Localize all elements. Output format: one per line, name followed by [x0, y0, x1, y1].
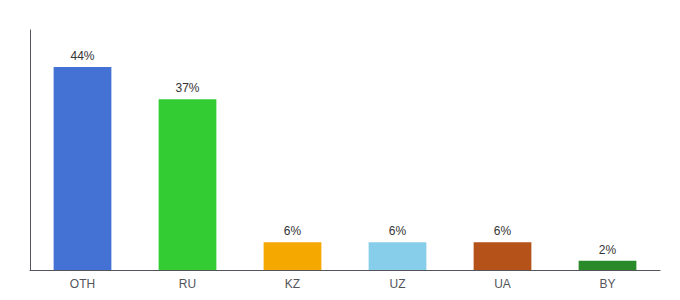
- svg-text:6%: 6%: [284, 224, 302, 238]
- svg-text:OTH: OTH: [70, 277, 95, 291]
- svg-text:6%: 6%: [494, 224, 512, 238]
- svg-text:UZ: UZ: [390, 277, 406, 291]
- svg-text:BY: BY: [599, 277, 615, 291]
- svg-text:UA: UA: [494, 277, 511, 291]
- svg-text:2%: 2%: [599, 243, 617, 257]
- svg-text:KZ: KZ: [285, 277, 300, 291]
- svg-text:44%: 44%: [70, 49, 94, 63]
- svg-text:6%: 6%: [389, 224, 407, 238]
- svg-text:RU: RU: [179, 277, 196, 291]
- svg-text:37%: 37%: [175, 81, 199, 95]
